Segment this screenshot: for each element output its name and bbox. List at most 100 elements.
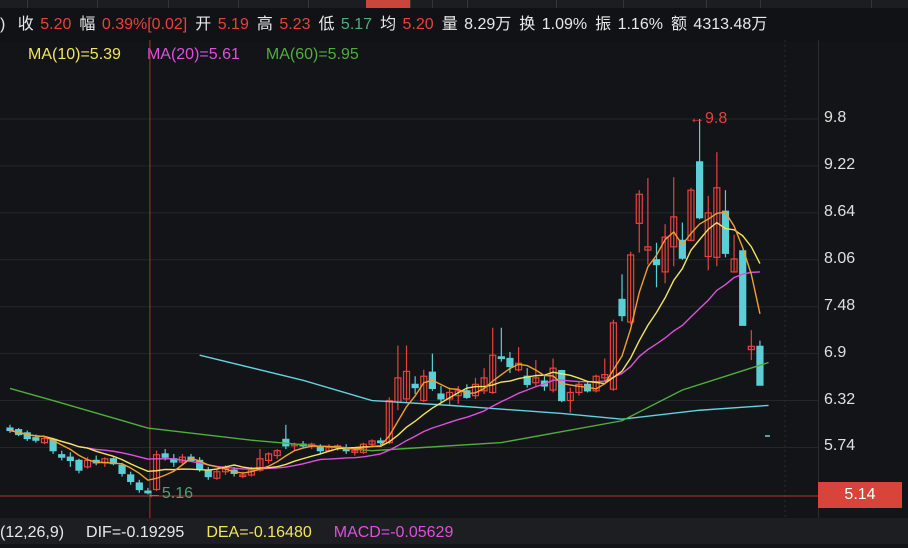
candle-up [713, 187, 721, 258]
candle-up [687, 189, 695, 241]
macd-item: MACD=-0.05629 [333, 524, 454, 541]
candle-up [152, 454, 161, 491]
ma-legend: MA(10)=5.39 MA(20)=5.61 MA(60)=5.95 [28, 46, 385, 64]
y-tick-label: 6.32 [824, 390, 856, 408]
quote-label: 低 [318, 16, 335, 33]
candle-down [721, 210, 730, 254]
y-tick-label: 8.06 [824, 249, 856, 267]
candle-down [204, 469, 212, 478]
candle-up [670, 216, 678, 248]
quote-value: 5.17 [336, 16, 373, 33]
candle-up [489, 354, 497, 394]
candle-down [6, 427, 14, 432]
candle-up [627, 254, 635, 323]
candle-down [678, 239, 686, 259]
quote-label: 额 [670, 16, 687, 33]
candle-up [368, 440, 376, 445]
candle-up [575, 383, 583, 394]
candle-up [273, 450, 281, 457]
candle-up [480, 377, 488, 392]
macd-item: DIF=-0.19295 [86, 524, 185, 541]
tab-divider [167, 0, 169, 8]
tab-divider [26, 0, 28, 8]
y-tick-label: 6.9 [824, 343, 847, 361]
candle-down [127, 474, 135, 483]
y-tick-label: 8.64 [824, 202, 856, 220]
candle-up [747, 345, 755, 351]
tab-divider [431, 0, 434, 8]
quote-value: 1.09% [537, 16, 588, 33]
tab-divider [870, 0, 872, 8]
macd-indicator-bar: (12,26,9) DIF=-0.19295 DEA=-0.16480 MACD=-0… [0, 518, 908, 544]
quote-label: 振 [595, 16, 612, 33]
candle-down [437, 393, 445, 400]
current-price-label: 5.14 [818, 482, 902, 508]
y-tick-label: 9.8 [824, 109, 847, 126]
candle-down [135, 482, 143, 491]
tab-divider [466, 0, 469, 8]
candle-up [213, 471, 221, 479]
candle-down [58, 454, 66, 458]
macd-item: (12,26,9) [0, 524, 65, 541]
price-annotation: ←9.8 [688, 110, 728, 127]
quote-label: 均 [380, 16, 397, 33]
candle-up [609, 322, 618, 390]
y-tick-label: 9.22 [824, 155, 856, 173]
candle-up [635, 193, 643, 224]
candle-down [66, 456, 74, 461]
tab-divider [237, 0, 239, 8]
quote-value: 4313.48万 [688, 16, 768, 33]
candle-up [644, 246, 652, 251]
quote-label: 量 [441, 16, 458, 33]
candle-up [514, 362, 523, 371]
quote-value: 5.20 [398, 16, 434, 33]
ma-legend-item: MA(60)=5.95 [265, 46, 359, 63]
tab-active[interactable] [366, 0, 411, 8]
candle-up [454, 390, 462, 397]
quote-label: 换 [519, 16, 536, 33]
ma5-line [9, 211, 761, 481]
tab-divider [759, 0, 761, 8]
candle-down [618, 298, 626, 317]
quote-label: 高 [256, 16, 273, 33]
candle-up [601, 374, 609, 379]
quote-value: 0.39%[0.02] [97, 16, 188, 33]
candle-down [161, 453, 169, 458]
candle-up [256, 458, 264, 471]
quote-value: 8.29万 [459, 16, 512, 33]
candle-up [566, 391, 574, 402]
candle-up [661, 236, 669, 273]
candle-down [23, 432, 31, 440]
tab-divider [96, 0, 99, 8]
tab-divider [307, 0, 310, 8]
quote-value: 5.19 [213, 16, 249, 33]
y-tick-label: 7.48 [824, 296, 856, 314]
ma-legend-item: MA(20)=5.61 [146, 46, 240, 63]
y-tick-label: 5.74 [824, 437, 856, 455]
candle-down [75, 459, 83, 471]
candle-down [32, 437, 40, 441]
candle-down [739, 250, 747, 326]
quote-value: 5.23 [274, 16, 311, 33]
quote-bar: ) 收 5.20 幅 0.39%[0.02] 开 5.19 高 5.23 低 5.17 均… [0, 8, 908, 42]
quote-label: 幅 [79, 16, 96, 33]
candle-down [144, 490, 152, 494]
long-ma-line [199, 354, 769, 420]
candle-up [351, 450, 359, 453]
candle-down [506, 357, 514, 368]
tab-divider [622, 0, 624, 8]
candle-down [411, 383, 419, 389]
tab-strip [0, 0, 908, 8]
candle-down [497, 356, 505, 360]
candle-up [471, 383, 480, 397]
candle-down [118, 464, 126, 474]
quote-value: 5.20 [35, 16, 72, 33]
candle-up [730, 258, 738, 273]
candle-up [239, 474, 247, 478]
quote-value: 1.16% [613, 16, 663, 33]
ma10-line [9, 221, 761, 473]
quote-lead: ) [0, 16, 6, 33]
ma-legend-item: MA(10)=5.39 [28, 46, 121, 63]
candle-up [385, 399, 393, 444]
